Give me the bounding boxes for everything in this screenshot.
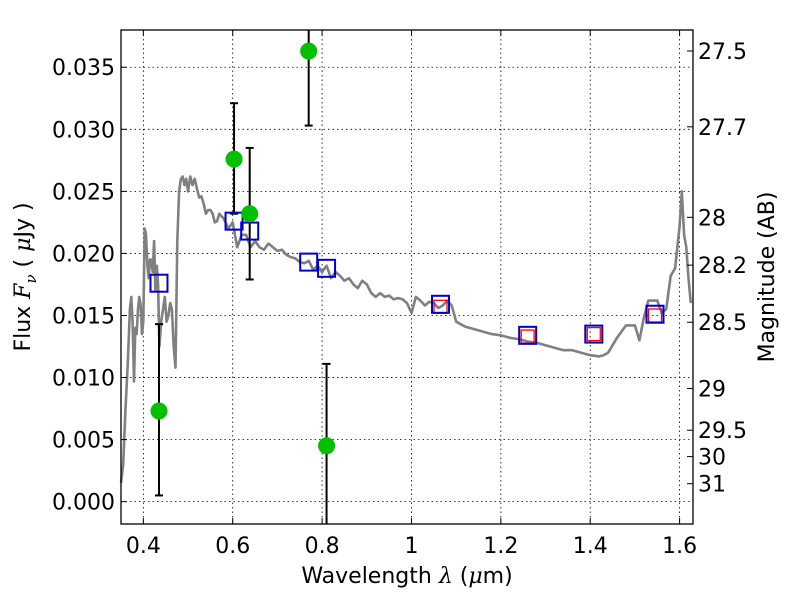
observed-flux-point xyxy=(300,42,318,60)
y-tick-label: 0.030 xyxy=(52,118,115,143)
plot-frame xyxy=(120,29,694,525)
x-tick-label: 0.8 xyxy=(305,534,340,559)
y2-tick-label: 29 xyxy=(698,377,726,402)
y2-tick-label: 27.7 xyxy=(698,116,747,141)
y-tick-label: 0.015 xyxy=(52,304,115,329)
y2-tick-label: 28 xyxy=(698,206,726,231)
sed-model-line xyxy=(119,175,693,484)
x-tick-label: 1.2 xyxy=(483,534,518,559)
y2-tick-label: 27.5 xyxy=(698,40,747,65)
observed-flux-point xyxy=(150,402,168,420)
plot-area xyxy=(119,30,693,524)
model-photometry-marker xyxy=(645,304,665,324)
y2-tick-label: 30 xyxy=(698,446,726,471)
observed-flux-point xyxy=(225,150,243,168)
model-photometry-marker xyxy=(240,221,260,241)
y2-tick-label: 28.5 xyxy=(698,311,747,336)
y2-tick-label: 31 xyxy=(698,473,726,498)
x-tick-label: 0.6 xyxy=(215,534,250,559)
model-photometry-marker xyxy=(317,258,337,278)
x-tick-label: 0.4 xyxy=(126,534,161,559)
y2-axis-label: Magnitude (AB) xyxy=(755,192,780,363)
x-axis-label: Wavelength λ (μm) xyxy=(301,564,512,589)
y2-tick-label: 29.5 xyxy=(698,419,747,444)
x-tick-label: 1 xyxy=(404,534,418,559)
observed-flux-point xyxy=(318,437,336,455)
observed-flux-point xyxy=(241,205,259,223)
model-photometry-marker xyxy=(431,294,451,314)
grid xyxy=(121,30,693,524)
x-tick-label: 1.4 xyxy=(573,534,608,559)
y-tick-label: 0.025 xyxy=(52,180,115,205)
y-tick-label: 0.035 xyxy=(52,56,115,81)
red-square-marker xyxy=(586,326,601,342)
model-photometry-marker xyxy=(224,211,244,231)
y-tick-label: 0.005 xyxy=(52,429,115,454)
model-photometry-marker xyxy=(149,273,169,293)
x-tick-label: 1.6 xyxy=(662,534,697,559)
y2-tick-label: 28.2 xyxy=(698,254,747,279)
y-axis-label: Flux Fν ( μJy ) xyxy=(11,202,40,351)
y-tick-label: 0.000 xyxy=(52,491,115,516)
y-tick-label: 0.010 xyxy=(52,367,115,392)
model-photometry-marker xyxy=(584,324,604,344)
axis-ticks: 0.4 0.6 0.8 1 1.2 1.4 1.6 0.000 0.005 0.010 0.015 0… xyxy=(52,30,747,559)
y-tick-label: 0.020 xyxy=(52,242,115,267)
model-photometry-marker xyxy=(518,325,538,345)
